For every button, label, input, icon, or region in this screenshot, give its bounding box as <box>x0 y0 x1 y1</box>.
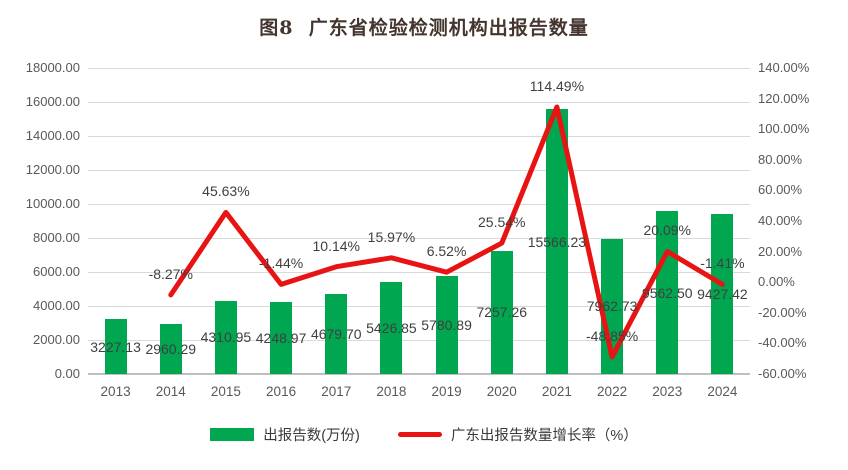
line-value-label: 45.63% <box>202 183 250 200</box>
x-axis-tick-label: 2017 <box>321 384 352 399</box>
bar-value-label: 5780.89 <box>421 316 472 333</box>
left-axis-tick-label: 6000.00 <box>33 264 80 279</box>
line-value-label: 10.14% <box>312 237 360 254</box>
bar-value-label: 4310.95 <box>200 329 252 346</box>
left-axis-tick-label: 4000.00 <box>33 298 80 313</box>
gridline <box>88 67 750 69</box>
gridline <box>88 203 750 205</box>
legend-label-line-series: 广东出报告数量增长率（%） <box>450 427 638 444</box>
line-value-label: -8.27% <box>148 265 193 282</box>
gridline <box>88 169 750 171</box>
line-value-label: -1.41% <box>700 255 745 272</box>
left-axis-tick-label: 12000.00 <box>25 162 80 177</box>
bar-value-label: 9427.42 <box>697 285 748 302</box>
x-axis-tick-label: 2022 <box>597 384 628 399</box>
bar-value-label: 4248.97 <box>255 329 307 346</box>
bar-value-label: 5426.85 <box>366 319 417 336</box>
left-axis-tick-label: 16000.00 <box>25 94 80 109</box>
bar-value-label: 4679.70 <box>310 326 362 343</box>
left-axis-tick-label: 2000.00 <box>33 332 80 347</box>
right-axis-tick-label: 100.00% <box>758 121 810 137</box>
line-value-label: 15.97% <box>367 228 416 245</box>
left-axis-tick-label: 18000.00 <box>25 60 80 75</box>
report-count-bar <box>104 319 127 374</box>
line-value-label: -48.85% <box>586 327 639 344</box>
line-value-label: 6.52% <box>426 243 467 260</box>
left-axis-tick-label: 14000.00 <box>25 128 80 143</box>
x-axis-tick-label: 2016 <box>266 384 297 399</box>
legend: 出报告数(万份) 广东出报告数量增长率（%） <box>0 421 848 447</box>
legend-item-bar-series: 出报告数(万份) <box>210 424 360 445</box>
right-axis-tick-label: -60.00% <box>758 366 807 381</box>
gridline <box>88 101 750 103</box>
x-axis-line <box>88 373 750 375</box>
right-axis-tick-label: -20.00% <box>758 304 807 320</box>
line-value-label: 114.49% <box>529 78 585 95</box>
bar-series-swatch-icon <box>210 427 255 441</box>
x-axis-tick-label: 2024 <box>707 384 738 399</box>
line-value-label: 25.54% <box>478 214 526 231</box>
right-axis-tick-label: -40.00% <box>758 335 807 351</box>
x-axis-tick-label: 2021 <box>541 384 572 399</box>
legend-label-bar-series: 出报告数(万份) <box>263 427 360 444</box>
bar-value-label: 7962.73 <box>586 298 638 315</box>
right-axis-tick-label: 20.00% <box>758 243 803 259</box>
line-value-label: -1.44% <box>258 255 304 272</box>
chart-title: 图8 广东省检验检测机构出报告数量 <box>259 17 589 39</box>
gridline <box>88 135 750 137</box>
right-axis-tick-label: 0.00% <box>758 274 795 290</box>
x-axis-tick-label: 2019 <box>431 384 462 399</box>
right-axis-tick-label: 140.00% <box>758 60 810 75</box>
left-axis-tick-label: 10000.00 <box>25 196 80 211</box>
right-axis-tick-label: 80.00% <box>758 151 803 167</box>
left-axis-tick-label: 0.00 <box>54 366 80 381</box>
x-axis-tick-label: 2014 <box>155 384 186 399</box>
line-series-swatch-icon <box>397 431 442 437</box>
x-axis-tick-label: 2023 <box>652 384 683 399</box>
right-axis-tick-label: 40.00% <box>758 213 803 228</box>
x-axis-tick-label: 2018 <box>376 384 407 399</box>
x-axis-tick-label: 2020 <box>486 384 517 399</box>
right-axis-tick-label: 60.00% <box>758 182 803 198</box>
bar-value-label: 7257.26 <box>476 304 528 321</box>
bar-value-label: 9562.50 <box>641 284 693 301</box>
line-value-label: 20.09% <box>643 222 691 239</box>
right-axis-tick-label: 120.00% <box>758 90 810 106</box>
left-axis-tick-label: 8000.00 <box>33 230 80 245</box>
legend-item-line-series: 广东出报告数量增长率（%） <box>397 424 638 445</box>
x-axis-tick-label: 2013 <box>100 384 131 399</box>
bar-value-label: 15566.23 <box>527 233 587 250</box>
bar-value-label: 3227.13 <box>90 338 141 355</box>
x-axis-tick-label: 2015 <box>210 384 241 399</box>
bar-value-label: 2960.29 <box>145 340 197 357</box>
